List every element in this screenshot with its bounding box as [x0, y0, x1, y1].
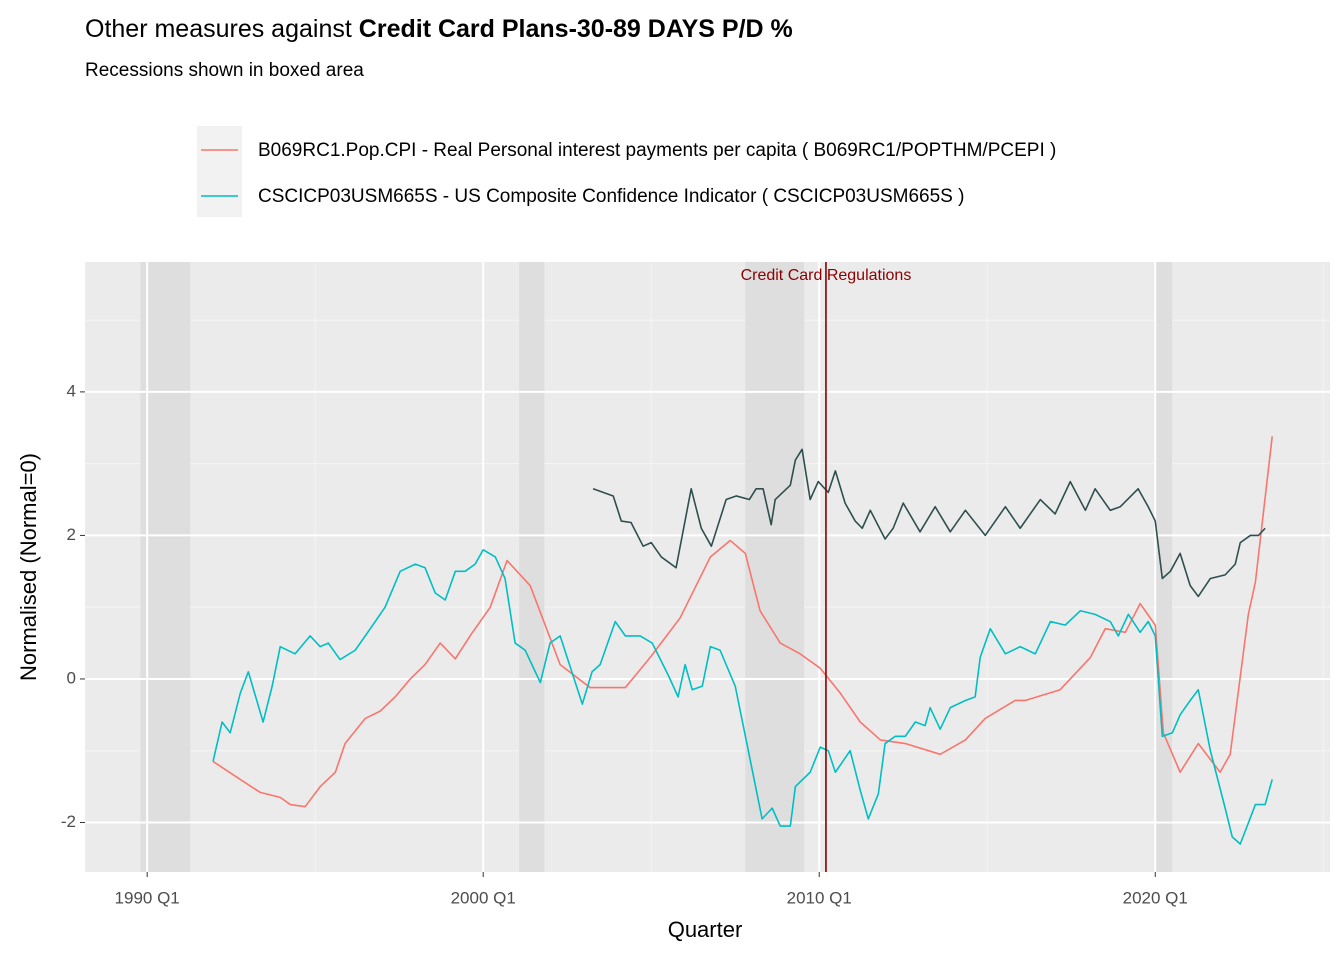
legend-key-background — [197, 126, 242, 217]
x-tick-label: 2020 Q1 — [1123, 888, 1188, 907]
recession-band — [140, 262, 191, 872]
y-axis-label: Normalised (Normal=0) — [16, 453, 41, 681]
recession-band — [745, 262, 805, 872]
recession-band — [1155, 262, 1173, 872]
series-line — [212, 436, 1273, 808]
plot-panel — [85, 262, 1330, 872]
y-tick-label: 0 — [67, 668, 76, 687]
legend-label: CSCICP03USM665S - US Composite Confidenc… — [258, 186, 964, 207]
y-tick-label: -2 — [61, 812, 76, 831]
chart-title: Other measures against Credit Card Plans-… — [85, 15, 793, 43]
x-tick-label: 2010 Q1 — [787, 888, 852, 907]
chart-subtitle: Recessions shown in boxed area — [85, 60, 364, 81]
x-tick-label: 1990 Q1 — [115, 888, 180, 907]
annotation-label: Credit Card Regulations — [741, 267, 912, 284]
title-emphasis: Credit Card Plans-30-89 DAYS P/D % — [359, 15, 793, 43]
y-tick-label: 4 — [67, 381, 76, 400]
recession-band — [519, 262, 545, 872]
series-line — [212, 548, 1273, 845]
title-part: Other measures against — [85, 15, 352, 43]
x-axis-label: Quarter — [668, 917, 743, 942]
series-line — [592, 448, 1266, 598]
x-tick-label: 2000 Q1 — [451, 888, 516, 907]
legend-label: B069RC1.Pop.CPI - Real Personal interest… — [258, 140, 1056, 161]
y-tick-label: 2 — [67, 525, 76, 544]
